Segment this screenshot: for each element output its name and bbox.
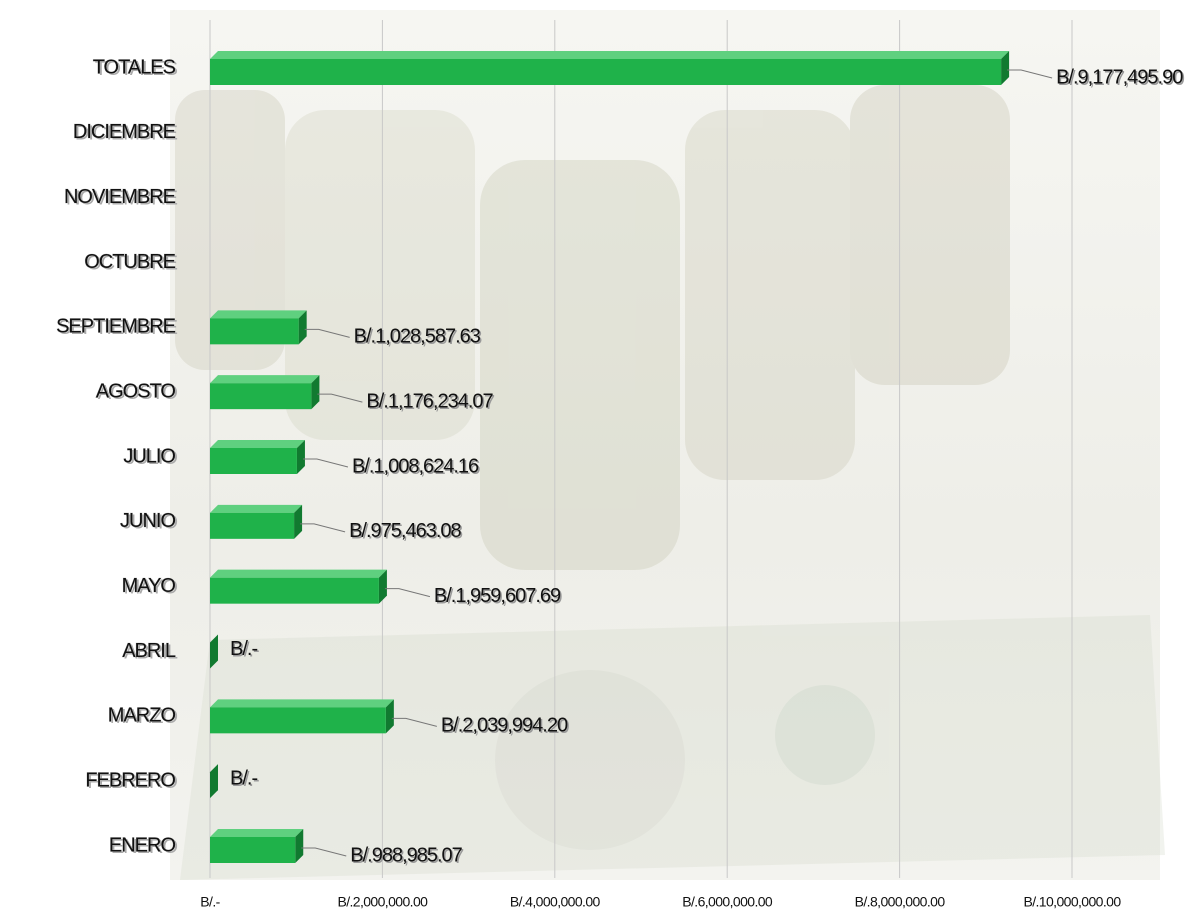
bar-side: [378, 569, 387, 604]
category-label-shadow: DICIEMBRE: [75, 123, 178, 145]
x-tick-label: B/.10,000,000.00: [1023, 894, 1121, 910]
value-label: B/.1,028,587.63: [354, 326, 481, 348]
bar-side: [210, 634, 218, 669]
value-label-shadow: B/.988,985.07: [352, 846, 464, 868]
value-label-shadow: B/.1,028,587.63: [355, 327, 482, 349]
value-label-shadow: B/.975,463.08: [351, 522, 463, 544]
bar-top: [210, 504, 303, 513]
category-label-shadow: ENERO: [111, 836, 178, 858]
bar-side: [295, 829, 304, 863]
bar-side: [1001, 51, 1010, 85]
bar-top: [210, 569, 387, 578]
photo-background: [170, 10, 1160, 880]
leader-line: [1007, 69, 1053, 79]
value-label: B/.-: [230, 767, 257, 789]
bar: [210, 707, 386, 734]
bar-side: [311, 375, 320, 410]
x-tick-label: B/.4,000,000.00: [510, 894, 601, 910]
category-label: TOTALES: [93, 56, 176, 78]
category-label-shadow: SEPTIEMBRE: [58, 317, 178, 339]
value-label-shadow: B/.2,039,994.20: [442, 716, 569, 738]
bar: [210, 448, 297, 474]
category-label: DICIEMBRE: [73, 121, 176, 143]
value-label: B/.1,176,234.07: [366, 390, 493, 412]
value-label: B/.1,959,607.69: [434, 585, 561, 607]
value-label: B/.2,039,994.20: [441, 715, 568, 737]
bar-group: [210, 829, 304, 863]
value-label: B/.975,463.08: [349, 520, 461, 542]
bar-group: [210, 51, 1010, 85]
value-label-shadow: B/.1,176,234.07: [368, 392, 495, 414]
category-label: JULIO: [123, 445, 175, 467]
category-label: FEBRERO: [85, 769, 175, 791]
category-label: ABRIL: [122, 640, 176, 662]
leader-line: [391, 717, 437, 727]
bar-side: [294, 504, 303, 539]
x-tick-label: B/.-: [200, 894, 220, 910]
category-label: JUNIO: [120, 510, 175, 532]
value-label-shadow: B/.-: [232, 769, 259, 791]
category-label-shadow: MAYO: [124, 576, 178, 598]
bar: [210, 512, 295, 539]
value-label: B/.9,177,495.90: [1056, 66, 1183, 88]
value-label-shadow: B/.-: [232, 639, 259, 661]
bar-group: [210, 504, 303, 539]
bar-top: [210, 51, 1010, 59]
value-label: B/.988,985.07: [350, 844, 462, 866]
category-label-shadow: OCTUBRE: [86, 252, 177, 274]
category-label: NOVIEMBRE: [64, 186, 176, 208]
leader-line: [300, 523, 346, 533]
value-label-shadow: B/.1,959,607.69: [435, 586, 562, 608]
bar-side: [385, 699, 394, 734]
bar-side: [296, 440, 305, 474]
bar: [210, 383, 312, 410]
bar-group: [210, 569, 387, 604]
value-label-shadow: B/.9,177,495.90: [1058, 68, 1185, 90]
bar-group: [210, 375, 320, 410]
category-label: ENERO: [109, 834, 176, 856]
leader-line: [302, 458, 349, 468]
leader-line: [384, 588, 431, 598]
bar-group: [210, 440, 305, 474]
category-label: AGOSTO: [96, 380, 176, 402]
x-tick-label: B/.2,000,000.00: [337, 894, 428, 910]
bar-group: [210, 310, 307, 345]
bar-top: [210, 310, 307, 319]
bar-group: [210, 699, 394, 734]
bar-top: [210, 829, 304, 837]
bar: [210, 318, 299, 345]
value-label-shadow: B/.1,008,624.16: [353, 457, 480, 479]
category-label: SEPTIEMBRE: [56, 316, 176, 338]
category-label-shadow: AGOSTO: [98, 382, 178, 404]
bar-top: [210, 699, 394, 708]
value-label: B/.1,008,624.16: [352, 455, 479, 477]
bar-group: [210, 764, 218, 799]
bar: [210, 837, 296, 863]
leader-line: [304, 328, 350, 338]
category-label-shadow: JULIO: [125, 447, 177, 469]
leader-line: [317, 393, 363, 403]
bar-top: [210, 375, 320, 384]
value-label: B/.-: [230, 638, 257, 660]
category-label-shadow: TOTALES: [95, 58, 178, 80]
bar: [210, 577, 379, 604]
leader-line: [301, 847, 347, 857]
category-label: MARZO: [108, 705, 176, 727]
category-label-shadow: JUNIO: [122, 512, 177, 534]
category-label: OCTUBRE: [84, 251, 175, 273]
category-label: MAYO: [122, 575, 176, 597]
bar-side: [298, 310, 307, 345]
bar-side: [210, 764, 218, 799]
bar: [210, 59, 1002, 85]
category-label-shadow: ABRIL: [124, 641, 178, 663]
category-label-shadow: NOVIEMBRE: [66, 187, 178, 209]
bar-group: [210, 634, 218, 669]
category-label-shadow: MARZO: [110, 706, 178, 728]
x-tick-label: B/.6,000,000.00: [682, 894, 773, 910]
x-tick-label: B/.8,000,000.00: [855, 894, 946, 910]
category-label-shadow: FEBRERO: [87, 771, 177, 793]
money-illustration: [175, 85, 1165, 880]
bar-top: [210, 440, 305, 448]
